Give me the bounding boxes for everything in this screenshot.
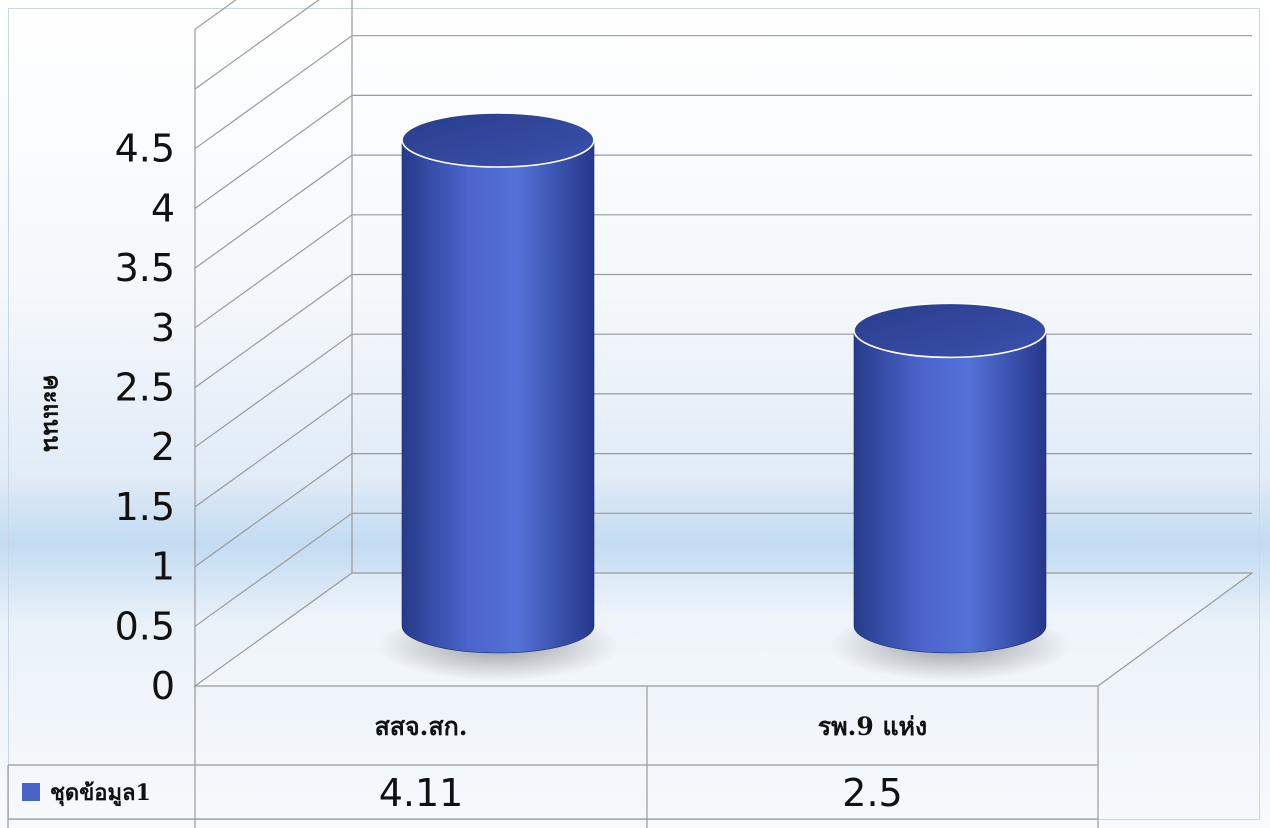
y-tick-label: 4.5 bbox=[115, 127, 175, 171]
gridline bbox=[194, 214, 1252, 329]
floor bbox=[193, 572, 1254, 687]
data-value-label: 2.5 bbox=[842, 771, 902, 815]
gridline bbox=[194, 273, 1252, 388]
gridline bbox=[194, 154, 1252, 269]
gridline bbox=[194, 0, 237, 30]
gridlines bbox=[194, 0, 1252, 627]
gridline bbox=[194, 453, 1252, 568]
gridline bbox=[194, 393, 1252, 508]
data-value-label: 4.11 bbox=[379, 771, 464, 815]
y-tick-label: 2.5 bbox=[115, 366, 175, 410]
y-tick-label: 1 bbox=[151, 545, 175, 589]
y-tick-label: 3.5 bbox=[115, 246, 175, 290]
category-label: รพ.9 แห่ง bbox=[818, 712, 928, 741]
bar-1 bbox=[377, 112, 619, 681]
y-tick-label: 3 bbox=[151, 306, 175, 350]
y-tick-label: 2 bbox=[151, 425, 175, 469]
gridline bbox=[194, 35, 1252, 150]
y-tick-label: 1.5 bbox=[115, 485, 175, 529]
y-tick-label: 4 bbox=[151, 186, 175, 230]
bar-top bbox=[401, 112, 595, 168]
bar-top bbox=[853, 302, 1047, 359]
y-axis-ticks: 0 0.5 1 1.5 2 2.5 3 3.5 4 4.5 bbox=[115, 127, 175, 708]
background-band bbox=[0, 480, 1270, 620]
legend-label: ชุดข้อมูล1 bbox=[50, 780, 151, 807]
gridline bbox=[194, 94, 1252, 209]
legend-swatch bbox=[22, 783, 40, 801]
data-table: สสจ.สก. รพ.9 แห่ง 4.11 2.5 ชุดข้อมูล1 bbox=[7, 686, 1099, 828]
y-tick-label: 0 bbox=[151, 664, 175, 708]
gridline bbox=[194, 333, 1252, 448]
category-label: สสจ.สก. bbox=[375, 712, 468, 741]
y-tick-label: 0.5 bbox=[115, 604, 175, 648]
y-axis-title: คะแนน bbox=[38, 374, 67, 452]
gridline bbox=[194, 0, 320, 90]
bars bbox=[377, 112, 1071, 681]
chart-walls bbox=[193, 0, 1254, 687]
bar-body bbox=[401, 139, 595, 654]
bar-body bbox=[853, 330, 1047, 654]
bar-2 bbox=[829, 302, 1071, 681]
